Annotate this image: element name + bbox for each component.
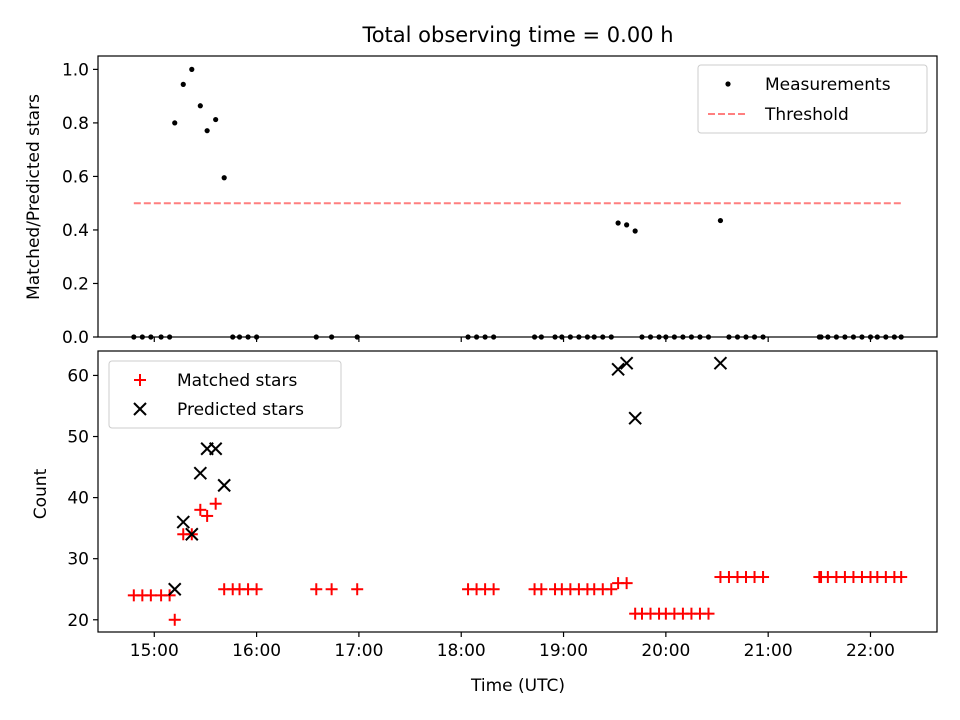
count-y-tick-label: 60 xyxy=(67,366,89,386)
matched-stars-point xyxy=(605,583,618,596)
count-y-tick-label: 30 xyxy=(67,550,89,570)
predicted-stars-legend-marker xyxy=(133,402,147,416)
matched-stars-point xyxy=(250,583,263,596)
x-tick-label: 19:00 xyxy=(539,641,588,661)
matched-stars-point xyxy=(487,583,500,596)
matched-stars-legend-marker xyxy=(134,374,146,386)
predicted-stars-point xyxy=(628,411,642,425)
ratio-panel: 0.0 0.2 0.4 0.6 0.8 1.0 Matched/Predicted sta… xyxy=(24,55,938,348)
measurements-legend-marker xyxy=(725,81,731,87)
measurement-point xyxy=(204,128,210,134)
predicted-stars-point xyxy=(713,356,728,370)
count-axes-frame xyxy=(97,350,938,633)
x-axis-label: Time (UTC) xyxy=(470,676,565,696)
x-tick-label: 17:00 xyxy=(334,641,383,661)
threshold-legend-label: Threshold xyxy=(764,105,849,125)
matched-stars-point xyxy=(895,571,908,584)
matched-stars-point xyxy=(620,577,633,590)
ratio-legend: Measurements Threshold xyxy=(697,64,928,134)
measurement-point xyxy=(632,228,638,234)
ratio-x-ticks xyxy=(153,337,872,342)
count-y-ticks: 20 30 40 50 60 xyxy=(67,366,98,631)
ratio-y-ticks: 0.0 0.2 0.4 0.6 0.8 1.0 xyxy=(62,60,98,348)
measurement-point xyxy=(717,217,724,224)
count-legend: Matched stars Predicted stars xyxy=(108,360,342,429)
measurements-legend-label: Measurements xyxy=(765,75,891,95)
count-plot-area xyxy=(127,356,908,626)
count-panel: 15:00 16:00 17:00 18:00 19:00 20:00 21:00 22:00… xyxy=(31,350,938,696)
ratio-axes-frame xyxy=(97,55,938,338)
ratio-y-tick-label: 0.4 xyxy=(62,221,89,241)
measurement-point xyxy=(221,175,227,181)
predicted-stars-point xyxy=(208,442,223,456)
ratio-y-axis-label: Matched/Predicted stars xyxy=(24,94,44,300)
matched-stars-point xyxy=(310,583,323,596)
matched-stars-point xyxy=(702,607,715,620)
measurement-point xyxy=(172,120,178,126)
measurement-point xyxy=(197,103,203,109)
chart-title: Total observing time = 0.00 h xyxy=(361,23,673,47)
measurement-point xyxy=(180,81,186,87)
predicted-stars-point xyxy=(217,478,231,493)
x-tick-label: 15:00 xyxy=(130,641,179,661)
x-tick-label: 18:00 xyxy=(437,641,486,661)
count-y-tick-label: 50 xyxy=(67,428,89,448)
x-tick-label: 20:00 xyxy=(641,641,690,661)
predicted-stars-point xyxy=(611,362,625,377)
measurement-point xyxy=(213,116,219,123)
count-legend-box xyxy=(108,360,342,429)
matched-stars-point xyxy=(168,613,181,626)
ratio-y-tick-label: 1.0 xyxy=(62,60,89,80)
x-tick-label: 22:00 xyxy=(846,641,895,661)
matched-stars-point xyxy=(201,509,214,522)
matched-stars-point xyxy=(757,571,770,584)
ratio-y-tick-label: 0.6 xyxy=(62,167,89,187)
ratio-y-tick-label: 0.2 xyxy=(62,274,89,294)
measurement-point xyxy=(615,220,621,226)
x-tick-label: 16:00 xyxy=(232,641,281,661)
matched-stars-point xyxy=(351,583,364,596)
predicted-stars-point xyxy=(619,356,634,370)
count-y-tick-label: 20 xyxy=(67,611,89,631)
predicted-stars-point xyxy=(185,527,199,541)
measurement-point xyxy=(624,222,630,228)
count-y-tick-label: 40 xyxy=(67,489,89,509)
matched-stars-point xyxy=(144,589,157,602)
x-tick-label: 21:00 xyxy=(744,641,793,661)
predicted-stars-point xyxy=(193,466,208,480)
predicted-stars-point xyxy=(168,582,182,596)
matched-stars-point xyxy=(194,503,207,516)
ratio-legend-box xyxy=(697,64,928,134)
ratio-y-tick-label: 0.0 xyxy=(62,328,89,348)
matched-stars-point xyxy=(325,583,338,596)
predicted-stars-point xyxy=(176,515,190,529)
matched-stars-point xyxy=(209,497,222,510)
measurement-point xyxy=(189,66,195,72)
count-y-axis-label: Count xyxy=(31,468,51,519)
predicted-stars-legend-label: Predicted stars xyxy=(177,400,304,420)
matched-stars-point xyxy=(535,583,548,596)
ratio-y-tick-label: 0.8 xyxy=(62,114,89,134)
count-x-ticks: 15:00 16:00 17:00 18:00 19:00 20:00 21:00 22:00 xyxy=(130,632,895,661)
matched-stars-legend-label: Matched stars xyxy=(177,371,297,391)
